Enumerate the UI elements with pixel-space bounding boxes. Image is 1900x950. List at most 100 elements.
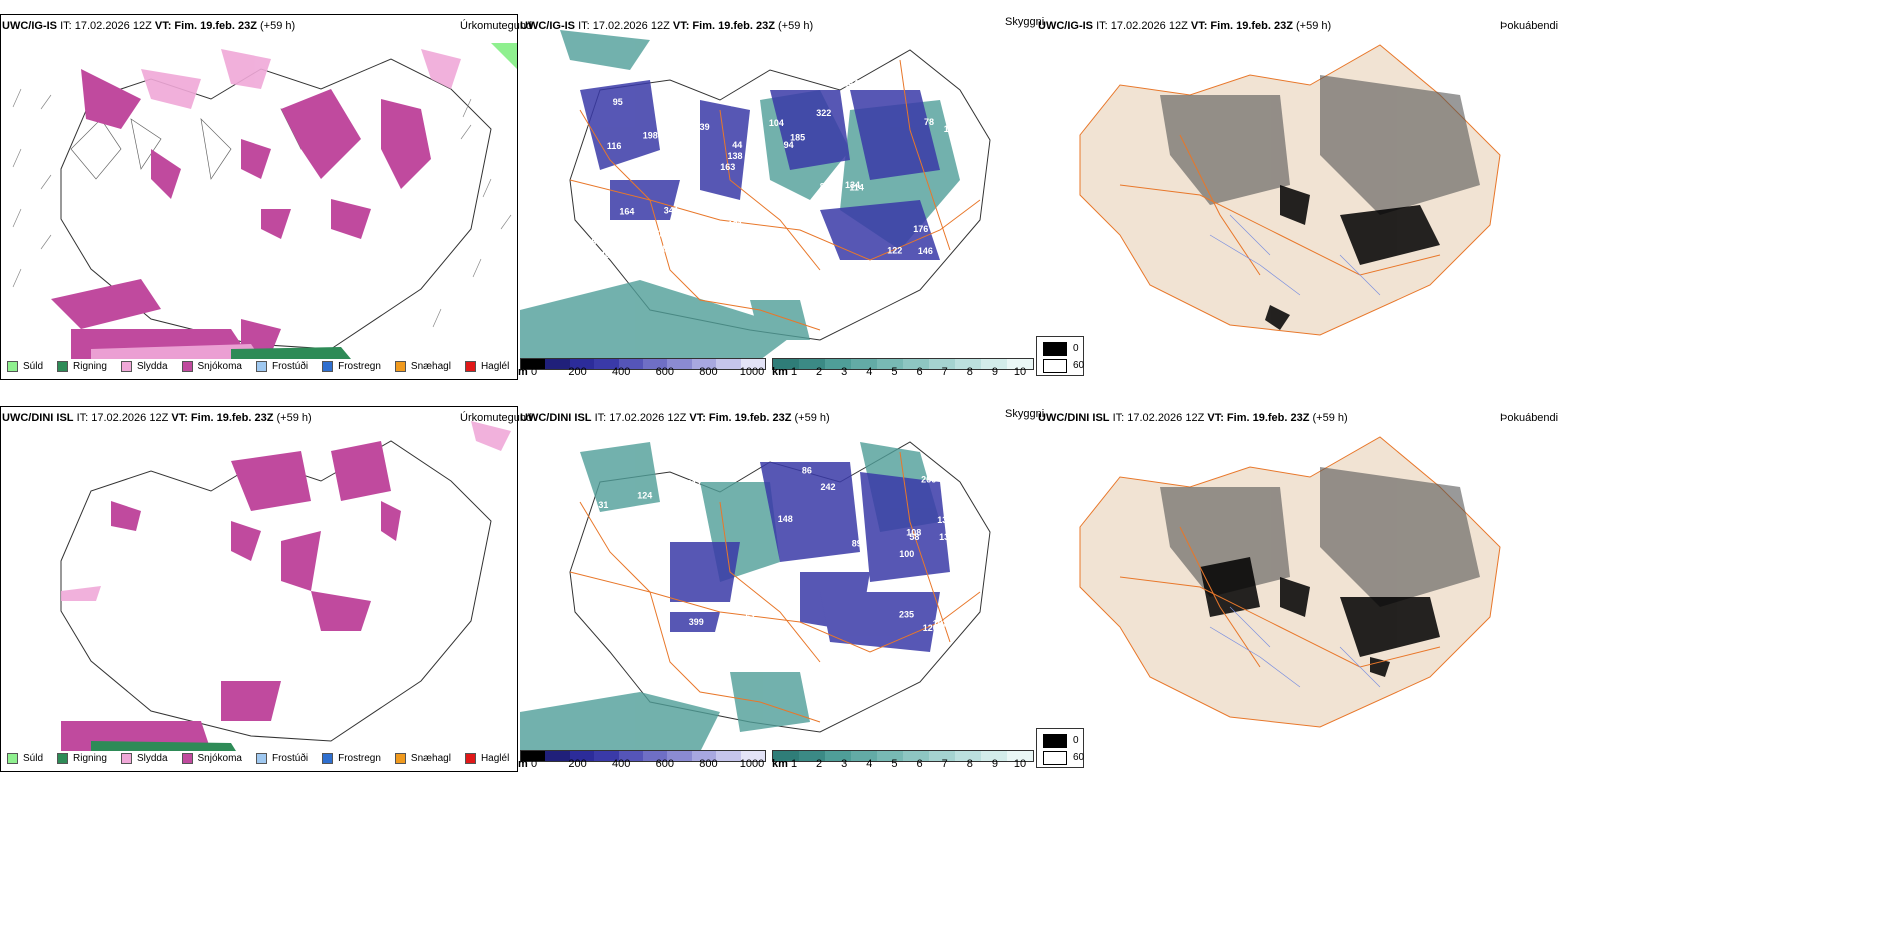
legend-item-frostregn: Frostregn	[322, 361, 381, 372]
legend-label: Frostregn	[338, 753, 381, 764]
ceiling-value-label: 144	[843, 78, 858, 88]
panel-title: UWC/IG-IS IT: 17.02.2026 12Z VT: Fim. 19…	[2, 20, 296, 32]
ceiling-value-label: 65	[808, 640, 818, 650]
precip-legend: Súld Rigning Slydda Snjókoma Frostúði Fr…	[7, 753, 523, 764]
ceiling-value-label: 242	[821, 482, 836, 492]
ceiling-value-label: 134	[845, 180, 860, 190]
legend-label: Slydda	[136, 361, 168, 372]
visibility-unit: km	[772, 758, 788, 770]
visibility-value-labels: 235 138 162 148 189 202 108 399 266 95 138 131 100 15…	[593, 466, 954, 656]
ceiling-value-label: 114	[849, 183, 864, 193]
ceiling-value-label: 138	[937, 515, 952, 525]
scale-tick-label: 7	[941, 758, 948, 770]
legend-item-rigning: Rigning	[57, 753, 107, 764]
ceiling-value-label: 138	[939, 532, 954, 542]
ceiling-scale-bar	[520, 750, 766, 762]
legend-label: Snjókoma	[197, 361, 242, 372]
ceiling-value-label: 86	[802, 466, 812, 476]
legend-label: Haglél	[480, 753, 510, 764]
scale-tick-label: 400	[612, 366, 631, 378]
legend-label: Rigning	[73, 361, 107, 372]
scale-tick-label: 600	[655, 366, 674, 378]
legend-label: Snjókoma	[197, 753, 242, 764]
ceiling-value-label: 44	[732, 140, 742, 150]
panel-name: Þokuábendi	[1500, 20, 1559, 32]
scale-tick-label: 800	[699, 366, 718, 378]
ceiling-unit: m	[518, 366, 528, 378]
panel-name: Úrkomutegund	[460, 20, 533, 32]
ceiling-value-label: 89	[820, 181, 830, 191]
panel-title: UWC/DINI ISL IT: 17.02.2026 12Z VT: Fim.…	[1038, 412, 1348, 424]
legend-label: Frostregn	[338, 361, 381, 372]
ceiling-value-label: 153	[722, 645, 737, 655]
legend-item-frostudi: Frostúði	[255, 753, 308, 764]
scale-tick-label: 3	[841, 758, 848, 770]
ceiling-value-label: 128	[661, 99, 676, 109]
scale-tick-label: 8	[966, 366, 973, 378]
ceiling-value-label: 163	[720, 162, 735, 172]
ceiling-value-label: 198	[643, 131, 658, 141]
scale-tick-label: 1	[790, 366, 798, 378]
ceiling-value-label: 112	[734, 227, 749, 237]
ceiling-value-label: 87	[591, 237, 601, 247]
ceiling-value-label: 202	[696, 470, 711, 480]
visibility-value-labels: 146 116 416 163 322 101 56 104 164 139 87 107 63 185 1…	[591, 70, 969, 267]
scale-tick-label: 3	[841, 366, 848, 378]
ceiling-value-label: 108	[906, 527, 921, 537]
fog-legend-label: 0	[1073, 343, 1079, 354]
ceiling-value-label: 78	[924, 117, 934, 127]
scale-tick-label: 4	[866, 366, 873, 378]
ceiling-value-label: 138	[728, 151, 743, 161]
ceiling-value-label: 162	[933, 618, 948, 628]
ceiling-value-label: 189	[604, 634, 619, 644]
ceiling-value-label: 131	[728, 220, 743, 230]
scale-tick-label: 1	[790, 758, 798, 770]
scale-tick-label: 9	[991, 758, 998, 770]
scale-tick-label: 6	[916, 758, 923, 770]
ceiling-value-label: 144	[944, 124, 959, 134]
scale-tick-label: 4	[866, 758, 873, 770]
ceiling-value-label: 175	[822, 199, 837, 209]
scale-tick-label: 200	[568, 758, 587, 770]
visibility-map	[520, 30, 991, 360]
ceiling-value-label: 140	[595, 250, 610, 260]
scale-tick-label: 9	[991, 366, 998, 378]
legend-item-haglel: Haglél	[464, 753, 510, 764]
precip-map	[1, 29, 517, 359]
ceiling-value-label: 101	[626, 249, 641, 259]
ceiling-value-label: 235	[899, 609, 914, 619]
ceiling-value-label: 250	[772, 257, 787, 267]
legend-item-slydda: Slydda	[120, 753, 168, 764]
ceiling-value-label: 122	[887, 246, 902, 256]
scale-tick-label: 200	[568, 366, 587, 378]
legend-item-sudl: Súld	[7, 753, 43, 764]
ceiling-value-label: 133	[602, 565, 617, 575]
ceiling-value-label: 79	[959, 135, 969, 145]
legend-item-frostudi: Frostúði	[255, 361, 308, 372]
legend-label: Súld	[23, 753, 44, 764]
scale-tick-label: 800	[699, 758, 718, 770]
ceiling-value-label: 131	[593, 500, 608, 510]
ceiling-value-label: 176	[913, 224, 928, 234]
scale-tick-label: 0	[530, 366, 538, 378]
scale-tick-label: 0	[530, 758, 538, 770]
panel-title: UWC/DINI ISL IT: 17.02.2026 12Z VT: Fim.…	[2, 412, 312, 424]
ceiling-value-label: 139	[695, 122, 710, 132]
ceiling-value-label: 322	[816, 108, 831, 118]
ceiling-value-label: 116	[607, 141, 622, 151]
legend-item-snaehagl: Snæhagl	[394, 753, 451, 764]
ceiling-value-label: 107	[652, 229, 667, 239]
precip-map	[1, 421, 517, 751]
ceiling-value-label: 89	[852, 538, 862, 548]
ceiling-value-label: 120	[923, 623, 938, 633]
ceiling-value-label: 94	[784, 140, 794, 150]
ceiling-unit: m	[518, 758, 528, 770]
scale-tick-label: 8	[966, 758, 973, 770]
ceiling-value-label: 128	[600, 612, 615, 622]
ceiling-value-label: 146	[684, 124, 699, 134]
ceiling-value-label: 56	[730, 99, 740, 109]
ceiling-value-label: 341	[664, 205, 679, 215]
legend-item-snjokoma: Snjókoma	[181, 361, 242, 372]
ceiling-value-label: 124	[637, 491, 652, 501]
legend-label: Snæhagl	[410, 753, 451, 764]
